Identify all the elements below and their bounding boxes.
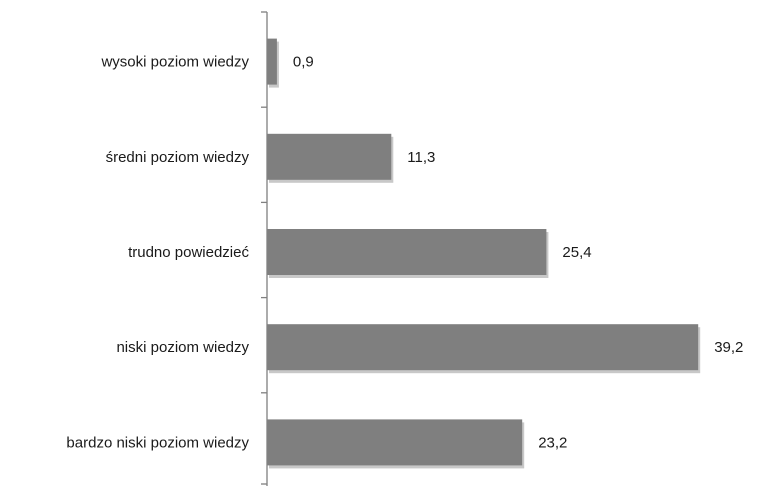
bar xyxy=(267,324,699,371)
bars-layer xyxy=(267,38,701,469)
category-label: niski poziom wiedzy xyxy=(116,339,249,356)
category-label: średni poziom wiedzy xyxy=(106,149,250,166)
data-label: 0,9 xyxy=(293,54,314,71)
bar xyxy=(267,133,392,180)
bar xyxy=(267,38,277,85)
category-label: wysoki poziom wiedzy xyxy=(100,54,249,71)
bar xyxy=(267,229,547,275)
labels-layer: wysoki poziom wiedzy 0,9 średni poziom wie… xyxy=(66,54,743,452)
bar xyxy=(267,419,523,466)
data-label: 11,3 xyxy=(407,149,435,166)
data-label: 23,2 xyxy=(538,434,567,451)
data-label: 39,2 xyxy=(714,339,743,356)
category-label: bardzo niski poziom wiedzy xyxy=(66,434,249,451)
data-label: 25,4 xyxy=(562,244,591,261)
category-label: trudno powiedzieć xyxy=(128,244,249,261)
category-axis xyxy=(261,11,268,486)
